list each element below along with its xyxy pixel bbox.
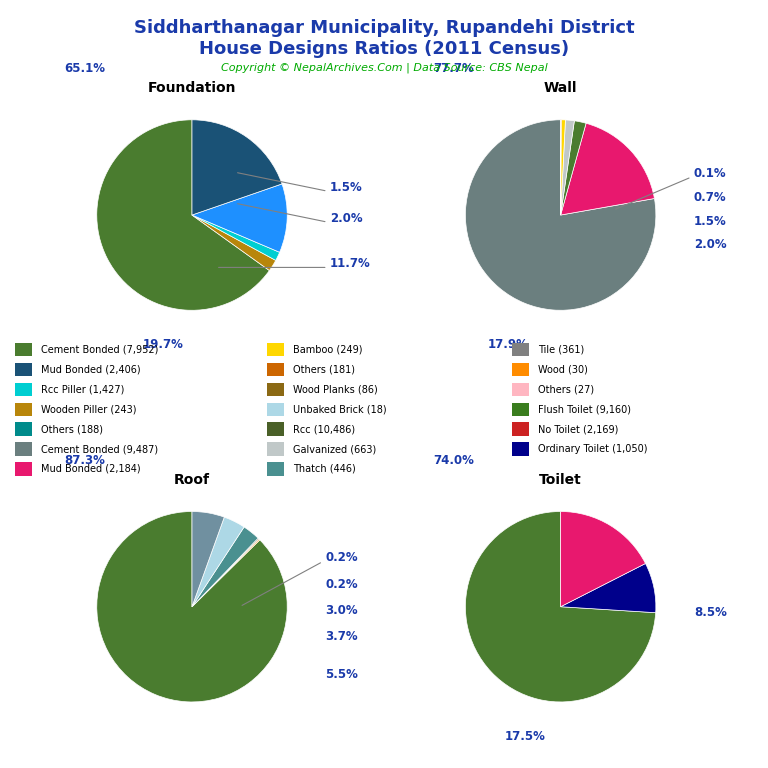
Text: 19.7%: 19.7% [143, 339, 184, 352]
Text: 0.7%: 0.7% [694, 190, 727, 204]
Bar [512, 422, 528, 436]
Text: 8.5%: 8.5% [694, 606, 727, 619]
Text: No Toilet (2,169): No Toilet (2,169) [538, 424, 618, 434]
Wedge shape [561, 120, 574, 215]
Wedge shape [192, 120, 282, 215]
Text: Copyright © NepalArchives.Com | Data Source: CBS Nepal: Copyright © NepalArchives.Com | Data Sou… [220, 63, 548, 74]
Wedge shape [192, 539, 260, 607]
Wedge shape [192, 184, 287, 253]
Text: 3.7%: 3.7% [326, 630, 358, 643]
Text: Cement Bonded (9,487): Cement Bonded (9,487) [41, 444, 158, 454]
Bar [15, 362, 31, 376]
Bar [267, 462, 284, 475]
Bar [15, 402, 31, 416]
Wedge shape [97, 120, 270, 310]
Text: 74.0%: 74.0% [433, 454, 474, 467]
Text: 0.2%: 0.2% [326, 551, 358, 564]
Title: Foundation: Foundation [147, 81, 237, 94]
Text: Rcc Piller (1,427): Rcc Piller (1,427) [41, 385, 124, 395]
Text: Flush Toilet (9,160): Flush Toilet (9,160) [538, 404, 631, 414]
Text: 1.5%: 1.5% [694, 214, 727, 227]
Bar [512, 362, 528, 376]
Bar [267, 422, 284, 436]
Wedge shape [561, 124, 654, 215]
Wedge shape [192, 527, 258, 607]
Wedge shape [561, 511, 645, 607]
Text: 5.5%: 5.5% [326, 668, 358, 681]
Text: 87.3%: 87.3% [65, 454, 105, 467]
Bar [512, 402, 528, 416]
Text: Others (188): Others (188) [41, 424, 103, 434]
Text: Rcc (10,486): Rcc (10,486) [293, 424, 355, 434]
Bar [15, 442, 31, 456]
Text: Galvanized (663): Galvanized (663) [293, 444, 376, 454]
Bar [15, 422, 31, 436]
Wedge shape [465, 511, 656, 702]
Text: 65.1%: 65.1% [65, 62, 105, 75]
Bar [267, 402, 284, 416]
Wedge shape [465, 120, 656, 310]
Bar [512, 442, 528, 456]
Wedge shape [561, 121, 586, 215]
Text: House Designs Ratios (2011 Census): House Designs Ratios (2011 Census) [199, 40, 569, 58]
Text: 17.5%: 17.5% [505, 730, 545, 743]
Bar [15, 462, 31, 475]
Bar [267, 442, 284, 456]
Text: Unbaked Brick (18): Unbaked Brick (18) [293, 404, 386, 414]
Text: Bamboo (249): Bamboo (249) [293, 345, 362, 355]
Text: Mud Bonded (2,184): Mud Bonded (2,184) [41, 464, 141, 474]
Text: 1.5%: 1.5% [330, 181, 362, 194]
Wedge shape [192, 215, 280, 260]
Text: Ordinary Toilet (1,050): Ordinary Toilet (1,050) [538, 444, 647, 454]
Bar [512, 343, 528, 356]
Bar [267, 343, 284, 356]
Text: 0.1%: 0.1% [694, 167, 727, 180]
Wedge shape [192, 517, 244, 607]
Text: 2.0%: 2.0% [330, 212, 362, 225]
Title: Wall: Wall [544, 81, 578, 94]
Text: 2.0%: 2.0% [694, 238, 727, 251]
Text: 3.0%: 3.0% [326, 604, 358, 617]
Text: Thatch (446): Thatch (446) [293, 464, 356, 474]
Text: Wood (30): Wood (30) [538, 365, 588, 375]
Text: Tile (361): Tile (361) [538, 345, 584, 355]
Bar [512, 382, 528, 396]
Wedge shape [192, 511, 224, 607]
Title: Toilet: Toilet [539, 472, 582, 486]
Text: 77.7%: 77.7% [433, 62, 474, 75]
Title: Roof: Roof [174, 472, 210, 486]
Text: Siddharthanagar Municipality, Rupandehi District: Siddharthanagar Municipality, Rupandehi … [134, 19, 634, 37]
Bar [267, 362, 284, 376]
Wedge shape [192, 215, 276, 270]
Wedge shape [561, 120, 565, 215]
Text: Wood Planks (86): Wood Planks (86) [293, 385, 378, 395]
Wedge shape [561, 564, 656, 613]
Wedge shape [97, 511, 287, 702]
Bar [15, 343, 31, 356]
Text: Mud Bonded (2,406): Mud Bonded (2,406) [41, 365, 141, 375]
Text: Wooden Piller (243): Wooden Piller (243) [41, 404, 136, 414]
Text: Others (181): Others (181) [293, 365, 355, 375]
Text: 11.7%: 11.7% [330, 257, 371, 270]
Text: 0.2%: 0.2% [326, 578, 358, 591]
Bar [267, 382, 284, 396]
Text: Others (27): Others (27) [538, 385, 594, 395]
Text: 17.9%: 17.9% [488, 339, 528, 352]
Text: Cement Bonded (7,952): Cement Bonded (7,952) [41, 345, 158, 355]
Bar [15, 382, 31, 396]
Wedge shape [192, 538, 259, 607]
